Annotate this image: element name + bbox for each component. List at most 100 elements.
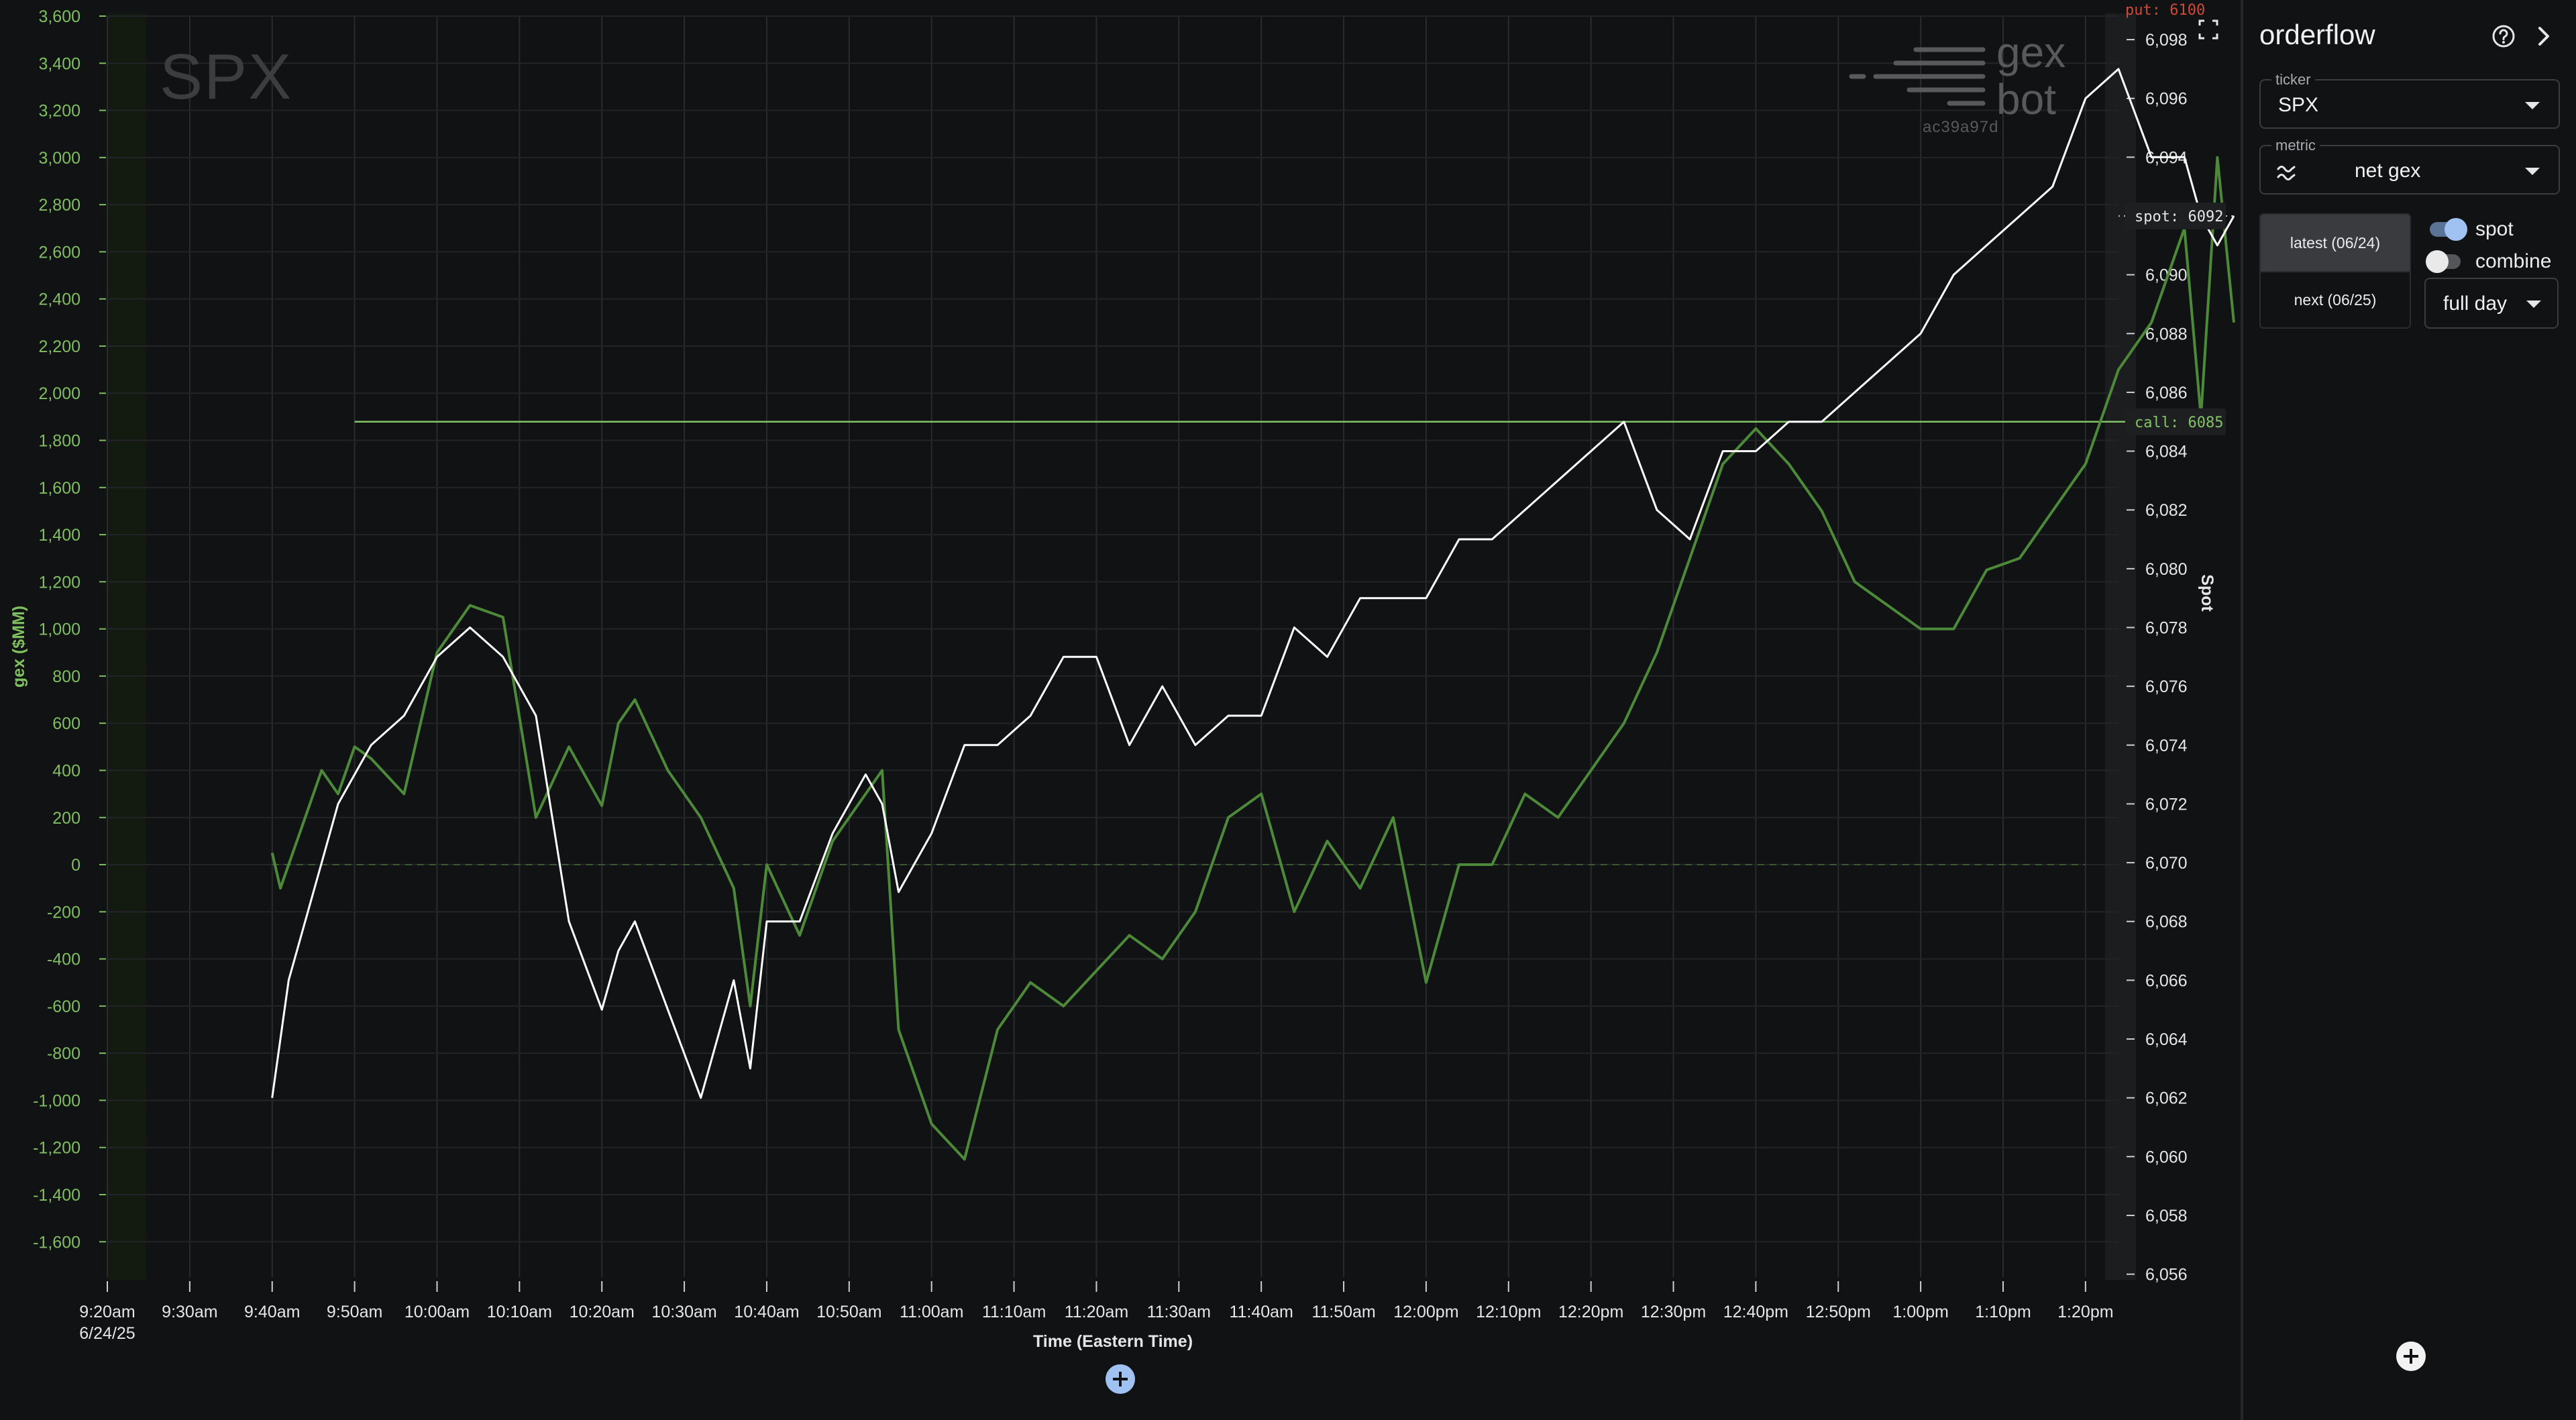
brand-word-gex: gex <box>1996 28 2066 76</box>
y-left-tick-label: 3,000 <box>38 149 80 168</box>
y-right-tick-label: 6,086 <box>2145 384 2188 402</box>
spot-marker-label-bg <box>2125 202 2226 229</box>
metric-select[interactable]: metric net gex <box>2259 137 2560 195</box>
y-right-tick-label: 6,062 <box>2145 1089 2188 1108</box>
metric-value: net gex <box>2355 160 2421 182</box>
y-left-tick-label: 3,400 <box>38 54 80 73</box>
x-tick-label: 10:10am <box>487 1303 552 1321</box>
y-right-tick-label: 6,084 <box>2145 443 2188 461</box>
gex-chart[interactable]: 9:20am 9:30am 9:40am 9:50am 10:00am 10:10am 10… <box>0 0 2241 1420</box>
x-date-label: 6/24/25 <box>79 1324 135 1343</box>
y-right-tick-label: 6,078 <box>2145 619 2188 638</box>
x-tick-label: 11:30am <box>1147 1303 1211 1321</box>
x-tick-label: 1:20pm <box>2057 1303 2113 1321</box>
y-left-tick-label: 2,200 <box>38 337 80 356</box>
add-panel-button[interactable] <box>2396 1342 2426 1371</box>
y-right-tick-label: 6,088 <box>2145 325 2188 343</box>
y-right-tick-label: 6,070 <box>2145 854 2188 873</box>
chevron-right-icon[interactable] <box>2530 23 2557 50</box>
y-left-tick-label: 1,800 <box>38 432 80 451</box>
x-tick-label: 12:20pm <box>1558 1303 1623 1321</box>
add-chart-button[interactable] <box>1106 1364 1135 1394</box>
spot-toggle[interactable]: spot <box>2430 216 2514 243</box>
y-left-tick-label: 1,200 <box>38 573 80 592</box>
y-right-tick-label: 6,072 <box>2145 795 2188 814</box>
ticker-label: ticker <box>2271 71 2315 89</box>
y-left-tick-label: 3,600 <box>38 7 80 26</box>
x-tick-label: 10:00am <box>405 1303 470 1321</box>
x-tick-label: 12:10pm <box>1476 1303 1541 1321</box>
y-left-axis-title: gex ($MM) <box>9 606 28 688</box>
help-icon[interactable] <box>2490 23 2517 50</box>
y-left-tick-label: 2,400 <box>38 290 80 309</box>
y-left-tick-label: -1,000 <box>33 1091 80 1110</box>
y-left-tick-label: -400 <box>47 950 80 969</box>
y-left-tick-label: 400 <box>52 761 80 780</box>
x-tick-label: 10:20am <box>570 1303 635 1321</box>
x-tick-label: 9:50am <box>327 1303 382 1321</box>
y-right-tick-label: 6,098 <box>2145 31 2188 50</box>
y-right-axis-title: Spot <box>2198 574 2216 612</box>
x-tick-label: 10:40am <box>734 1303 799 1321</box>
combine-toggle-label: combine <box>2475 250 2552 272</box>
call-marker-label: call: 6085 <box>2135 415 2223 431</box>
y-left-tick-label: -200 <box>47 903 80 922</box>
x-tick-label: 12:30pm <box>1641 1303 1706 1321</box>
build-hash: ac39a97d <box>1923 118 1999 136</box>
x-tick-label: 9:40am <box>244 1303 300 1321</box>
orderflow-panel: orderflow ticker SPX metric net gex late… <box>2243 0 2576 1420</box>
y-left-tick-label: 1,400 <box>38 526 80 545</box>
ticker-select[interactable]: ticker SPX <box>2259 71 2560 129</box>
y-right-tick-label: 6,056 <box>2145 1266 2188 1285</box>
premarket-band <box>107 13 146 1280</box>
x-tick-label: 11:00am <box>900 1303 963 1321</box>
y-left-tick-label: 600 <box>52 714 80 733</box>
ticker-watermark: SPX <box>160 41 293 113</box>
x-tick-label: 12:40pm <box>1723 1303 1788 1321</box>
time-range-value: full day <box>2443 292 2508 315</box>
panel-title: orderflow <box>2259 19 2375 50</box>
x-tick-label: 10:50am <box>816 1303 881 1321</box>
y-right-tick-label: 6,068 <box>2145 913 2188 932</box>
put-marker-label: put: 6100 <box>2125 2 2205 19</box>
caret-down-icon <box>2525 102 2540 109</box>
time-range-select[interactable]: full day <box>2424 278 2559 329</box>
y-right-tick-label: 6,096 <box>2145 90 2188 109</box>
y-right-tick-label: 6,082 <box>2145 501 2188 520</box>
expiry-next-button[interactable]: next (06/25) <box>2261 271 2410 327</box>
x-tick-label: 9:20am <box>79 1303 135 1321</box>
brand-word-bot: bot <box>1996 75 2056 123</box>
y-left-tick-label: -600 <box>47 997 80 1016</box>
x-axis-title: Time (Eastern Time) <box>1033 1332 1193 1351</box>
caret-down-icon <box>2526 301 2541 308</box>
combine-switch[interactable] <box>2426 250 2461 273</box>
x-tick-label: 1:10pm <box>1975 1303 2031 1321</box>
x-tick-label: 1:00pm <box>1892 1303 1948 1321</box>
panel-divider[interactable] <box>2241 0 2243 1420</box>
x-tick-label: 9:30am <box>162 1303 217 1321</box>
metric-label: metric <box>2271 137 2320 154</box>
call-marker-label-bg <box>2125 408 2226 435</box>
y-left-tick-label: -1,200 <box>33 1139 80 1158</box>
y-right-tick-label: 6,060 <box>2145 1148 2188 1166</box>
wave-icon <box>2277 166 2296 180</box>
y-right-tick-label: 6,076 <box>2145 677 2188 696</box>
y-right-tick-label: 6,058 <box>2145 1207 2188 1225</box>
expiry-latest-button[interactable]: latest (06/24) <box>2261 215 2410 271</box>
x-tick-label: 11:10am <box>982 1303 1046 1321</box>
chart-area[interactable]: 9:20am 9:30am 9:40am 9:50am 10:00am 10:10am 10… <box>0 0 2241 1420</box>
x-tick-label: 11:20am <box>1065 1303 1128 1321</box>
spot-series-line <box>271 68 2235 1099</box>
combine-toggle[interactable]: combine <box>2426 248 2552 275</box>
fullscreen-icon[interactable] <box>2198 19 2219 40</box>
x-tick-label: 12:00pm <box>1393 1303 1458 1321</box>
expiry-toggle-group: latest (06/24) next (06/25) <box>2259 213 2411 329</box>
y-left-tick-label: -800 <box>47 1044 80 1063</box>
y-right-tick-label: 6,066 <box>2145 971 2188 990</box>
spot-switch[interactable] <box>2430 218 2467 241</box>
spot-toggle-label: spot <box>2475 218 2514 240</box>
x-tick-label: 12:50pm <box>1806 1303 1871 1321</box>
y-left-tick-label: 1,000 <box>38 620 80 639</box>
y-left-tick-label: 2,800 <box>38 196 80 215</box>
y-left-tick-label: 200 <box>52 809 80 828</box>
